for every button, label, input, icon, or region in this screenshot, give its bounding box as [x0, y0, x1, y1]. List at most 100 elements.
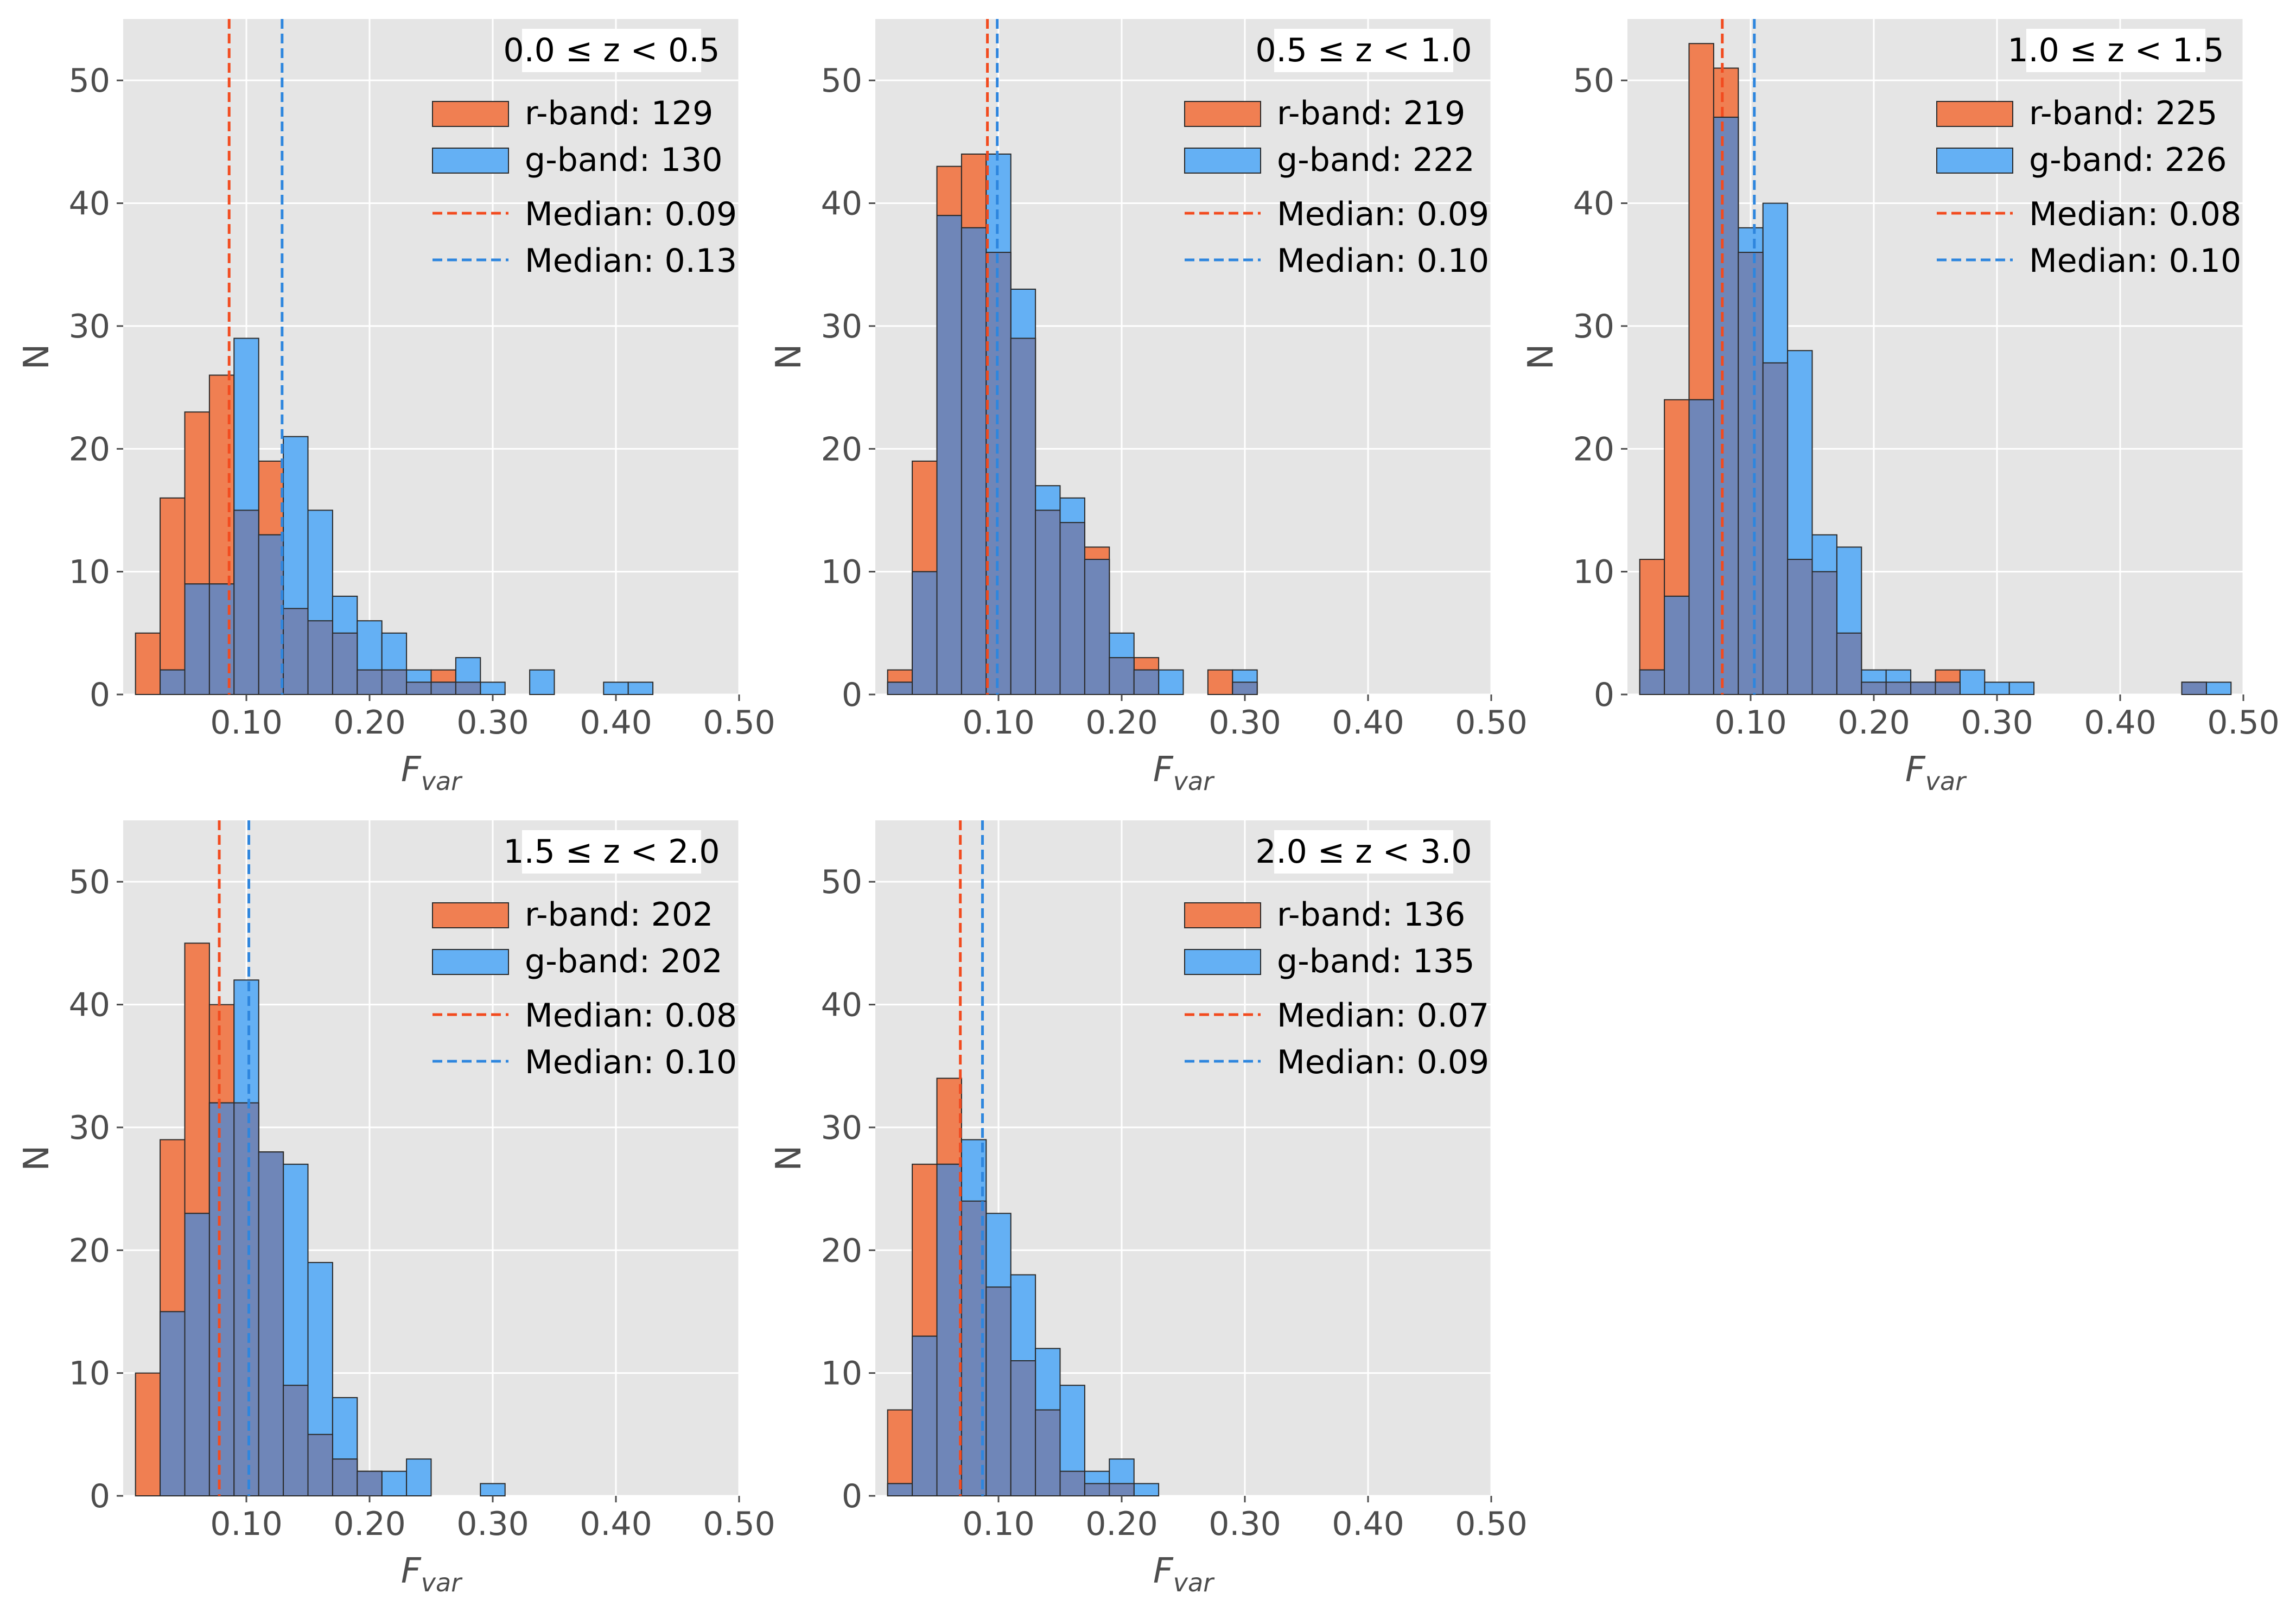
x-tick-label: 0.40 [2084, 704, 2157, 742]
legend-patch-r-band [1936, 101, 2013, 127]
x-tick-label: 0.30 [1209, 704, 1281, 742]
x-tick-label: 0.10 [962, 704, 1035, 742]
overlap-bar [936, 1163, 962, 1496]
panel-title-box [522, 29, 701, 72]
legend-median-label-r-band: Median: 0.08 [525, 997, 737, 1035]
y-tick-label: 50 [821, 863, 862, 901]
y-tick-label: 20 [1573, 430, 1614, 468]
legend-median-label-g-band: Median: 0.10 [1277, 242, 1489, 280]
y-tick-label: 40 [1573, 185, 1614, 223]
overlap-bar [1664, 595, 1690, 695]
y-tick-label: 30 [821, 308, 862, 346]
y-tick-label: 30 [821, 1109, 862, 1147]
y-tick-label: 0 [1594, 676, 1614, 714]
legend-patch-g-band [432, 949, 509, 975]
legend-patch-r-band [1184, 902, 1261, 928]
overlap-bar [1762, 362, 1789, 695]
x-axis-label: Fvar [1153, 750, 1215, 796]
g-band-bar [2008, 681, 2035, 696]
r-band-bar [135, 1372, 161, 1497]
y-axis-label: N [769, 344, 809, 370]
y-axis-label: N [17, 344, 57, 370]
legend-label-g-band: g-band: 226 [2029, 141, 2227, 179]
x-tick-label: 0.50 [1455, 704, 1528, 742]
y-tick-label: 10 [1573, 553, 1614, 591]
legend-median-label-r-band: Median: 0.08 [2029, 195, 2241, 233]
overlap-bar [1035, 509, 1061, 695]
r-band-bar [1207, 669, 1233, 696]
overlap-bar [1688, 399, 1714, 695]
y-tick-label: 0 [842, 676, 862, 714]
overlap-bar [1010, 1360, 1036, 1496]
panel-title-box [1274, 29, 1453, 72]
overlap-bar [1738, 252, 1764, 696]
x-tick-label: 0.20 [1085, 1505, 1158, 1543]
overlap-bar [912, 571, 938, 695]
g-band-bar [603, 681, 629, 696]
overlap-bar [184, 583, 210, 695]
overlap-bar [1133, 669, 1160, 696]
x-tick-label: 0.10 [210, 704, 283, 742]
histogram-panel-4: 0.10 0.20 0.30 0.40 0.50 0 10 20 30 40 50 Fvar N 1.5 … [17, 820, 775, 1597]
overlap-bar [1861, 681, 1887, 696]
x-axis-label: Fvar [401, 750, 463, 796]
x-axis-label: Fvar [401, 1551, 463, 1597]
y-tick-label: 30 [69, 308, 110, 346]
overlap-bar [160, 669, 186, 696]
overlap-bar [1787, 559, 1813, 695]
legend-median-label-r-band: Median: 0.09 [1277, 195, 1489, 233]
y-tick-label: 50 [69, 863, 110, 901]
legend-label-r-band: r-band: 202 [525, 896, 713, 934]
legend-patch-g-band [1936, 148, 2013, 174]
panel-title-box [2026, 29, 2205, 72]
g-band-bar [529, 669, 555, 696]
overlap-bar [2181, 681, 2207, 696]
overlap-bar [332, 1458, 358, 1496]
y-tick-label: 20 [821, 430, 862, 468]
x-tick-label: 0.30 [1961, 704, 2033, 742]
legend-label-r-band: r-band: 225 [2029, 94, 2217, 132]
x-tick-label: 0.30 [1209, 1505, 1281, 1543]
legend-patch-r-band [1184, 101, 1261, 127]
overlap-bar [184, 1213, 210, 1496]
panel-title: 0.0 ≤ z < 0.5 [503, 31, 720, 69]
overlap-bar [1910, 681, 1936, 696]
y-tick-label: 40 [821, 986, 862, 1024]
overlap-bar [1059, 1470, 1085, 1497]
overlap-bar [208, 583, 235, 695]
overlap-bar [1035, 1409, 1061, 1496]
overlap-bar [912, 1335, 938, 1497]
overlap-bar [1059, 522, 1085, 695]
y-tick-label: 50 [1573, 62, 1614, 100]
overlap-bar [283, 1385, 309, 1496]
y-tick-label: 20 [821, 1232, 862, 1270]
overlap-bar [1935, 681, 1961, 696]
x-tick-label: 0.40 [1332, 704, 1404, 742]
overlap-bar [357, 669, 383, 696]
histogram-panel-2: 0.10 0.20 0.30 0.40 0.50 0 10 20 30 40 50 Fvar N 0.5 … [769, 19, 1528, 796]
overlap-bar [160, 1311, 186, 1497]
g-band-bar [627, 681, 654, 696]
x-tick-label: 0.10 [210, 1505, 283, 1543]
panel-title: 1.0 ≤ z < 1.5 [2007, 31, 2224, 69]
overlap-bar [1836, 632, 1862, 696]
overlap-bar [381, 669, 408, 696]
panel-title-box [1274, 830, 1453, 874]
legend-median-label-g-band: Median: 0.10 [2029, 242, 2241, 280]
g-band-bar [1158, 669, 1184, 696]
y-tick-label: 40 [69, 185, 110, 223]
legend-median-label-r-band: Median: 0.07 [1277, 997, 1489, 1035]
overlap-bar [332, 632, 358, 696]
panel-title-box [522, 830, 701, 874]
x-tick-label: 0.50 [2207, 704, 2280, 742]
overlap-bar [455, 681, 481, 696]
legend-median-label-g-band: Median: 0.13 [525, 242, 737, 280]
y-tick-label: 10 [821, 1355, 862, 1393]
panel-title: 1.5 ≤ z < 2.0 [503, 833, 720, 871]
legend-median-label-r-band: Median: 0.09 [525, 195, 737, 233]
y-axis-label: N [1521, 344, 1561, 370]
overlap-bar [887, 1483, 913, 1496]
overlap-bar [1713, 117, 1739, 695]
x-axis-label: Fvar [1153, 1551, 1215, 1597]
